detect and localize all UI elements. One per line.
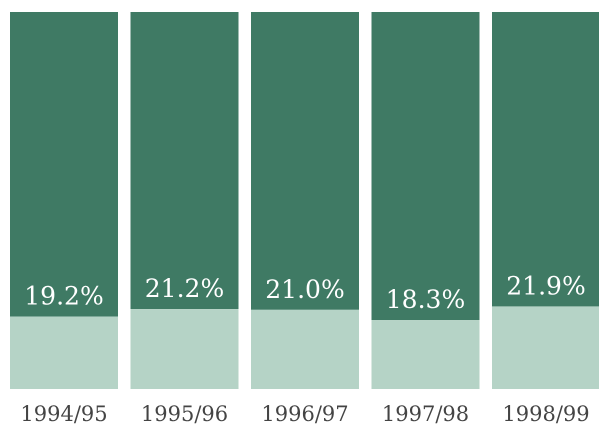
bar-share-1 bbox=[130, 309, 239, 389]
x-axis-tick-labels: 1994/95 1995/96 1996/97 1997/98 1998/99 bbox=[20, 402, 589, 426]
x-tick-label-3: 1997/98 bbox=[382, 402, 469, 426]
bar-remainder-1 bbox=[130, 12, 239, 310]
value-label-4: 21.9% bbox=[506, 271, 585, 300]
x-tick-label-1: 1995/96 bbox=[141, 402, 228, 426]
x-tick-label-0: 1994/95 bbox=[20, 402, 107, 426]
bar-remainder-0 bbox=[10, 12, 118, 317]
bars-group bbox=[10, 12, 599, 389]
bar-share-4 bbox=[492, 306, 599, 389]
x-tick-label-2: 1996/97 bbox=[261, 402, 348, 426]
bar-remainder-2 bbox=[251, 12, 359, 310]
bar-share-2 bbox=[251, 309, 359, 389]
value-label-3: 18.3% bbox=[386, 285, 465, 314]
x-tick-label-4: 1998/99 bbox=[502, 402, 589, 426]
bar-remainder-4 bbox=[492, 12, 599, 307]
bar-share-3 bbox=[371, 320, 480, 389]
value-label-2: 21.0% bbox=[265, 275, 344, 304]
bar-share-0 bbox=[10, 316, 118, 389]
value-labels-group: 19.2% 21.2% 21.0% 18.3% 21.9% bbox=[24, 271, 585, 314]
value-label-1: 21.2% bbox=[145, 274, 224, 303]
bar-remainder-3 bbox=[371, 12, 480, 321]
value-label-0: 19.2% bbox=[24, 282, 103, 311]
